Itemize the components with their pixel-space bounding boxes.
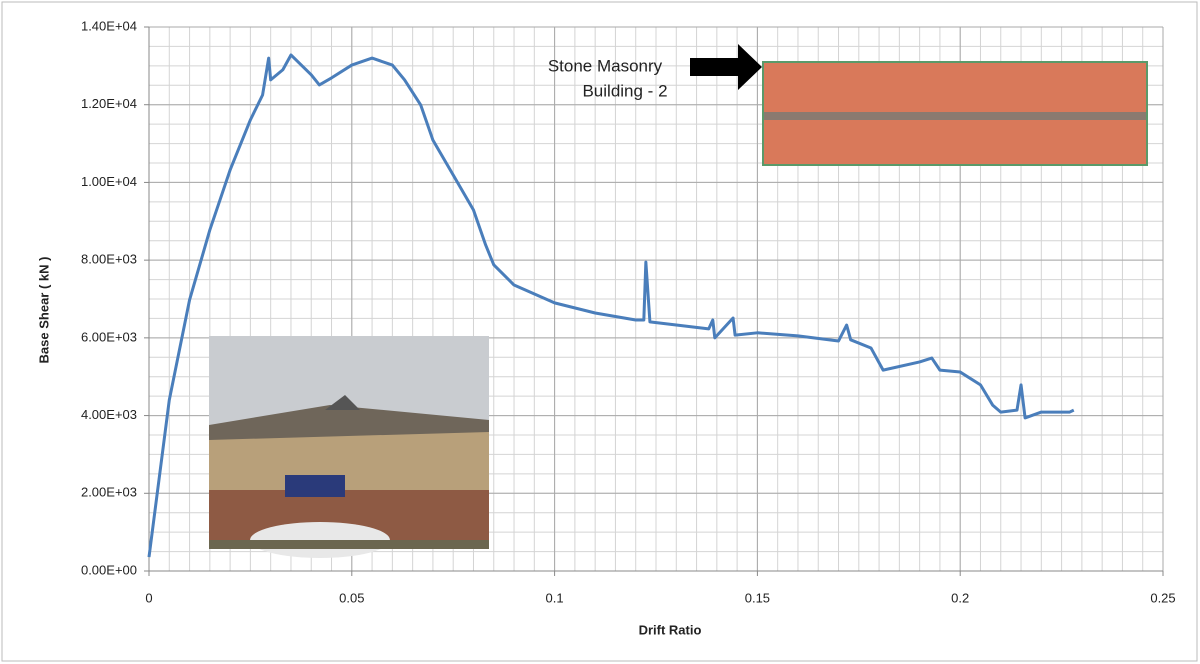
y-tick-label: 1.00E+04 [81,174,137,189]
arrow [690,44,762,90]
photo-ground [209,540,489,549]
plot [147,53,1075,558]
x-tick-label: 0.1 [546,590,564,605]
model-band [764,112,1146,120]
y-tick-label: 6.00E+03 [81,329,137,344]
annotation: Stone Masonry [548,56,663,75]
y-tick-label: 8.00E+03 [81,252,137,267]
x-tick-label: 0.25 [1150,590,1175,605]
y-axis-label: Base Shear ( kN ) [36,257,51,364]
photo-sign [285,475,345,497]
x-tick-label: 0.05 [339,590,364,605]
x-axis-label: Drift Ratio [639,622,702,637]
x-tick-label: 0 [145,590,152,605]
y-tick-label: 1.20E+04 [81,96,137,111]
x-tick-label: 0.2 [951,590,969,605]
photo-roof [209,405,489,440]
photo-roof-top [325,395,360,410]
y-tick-label: 2.00E+03 [81,485,137,500]
y-tick-label: 0.00E+00 [81,562,137,577]
x-tick-label: 0.15 [745,590,770,605]
annotation: Building - 2 [582,81,667,100]
y-tick-label: 1.40E+04 [81,18,137,33]
photo [209,336,489,558]
inset-model [690,44,1148,166]
data-line [147,53,1075,558]
y-tick-label: 4.00E+03 [81,407,137,422]
